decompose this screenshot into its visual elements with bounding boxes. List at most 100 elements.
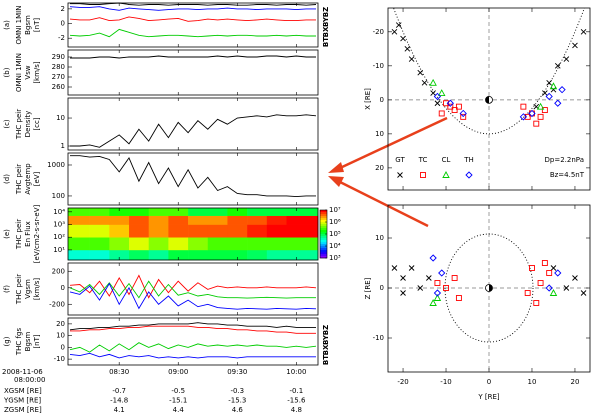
heatmap-cell	[68, 215, 90, 225]
y-axis-label: THC fgs	[15, 328, 23, 357]
colorbar-segment	[320, 236, 327, 239]
colorbar-segment	[320, 256, 327, 259]
y-axis-label: [km/s]	[33, 61, 41, 84]
heatmap-cell	[148, 208, 169, 216]
y-tick-label: 10	[56, 114, 65, 122]
series-line	[69, 352, 316, 359]
heatmap-cell	[148, 237, 169, 251]
marker-diamond	[554, 99, 562, 107]
heatmap-cell	[266, 224, 287, 238]
heatmap-cell	[247, 215, 268, 225]
marker-x	[546, 80, 552, 86]
legend-label: CL	[442, 156, 451, 164]
colorbar-segment	[320, 214, 327, 217]
y-tick-label: 270	[52, 73, 65, 81]
x-tick-label: -10	[440, 378, 451, 386]
marker-diamond	[528, 109, 536, 118]
y-tick-label: 1000	[47, 161, 65, 169]
colorbar-segment	[320, 224, 327, 227]
colorbar-segment	[320, 230, 327, 233]
marker-x	[417, 69, 424, 76]
marker-x	[426, 275, 432, 281]
heatmap-cell	[247, 224, 268, 238]
legend-label: BY	[322, 334, 330, 345]
y-axis-label: Bgsm	[24, 331, 32, 351]
y-tick-label: 1	[61, 142, 65, 150]
heatmap-cell	[227, 249, 248, 261]
earth-night	[489, 284, 493, 292]
heatmap-cell	[168, 215, 189, 225]
marker-x	[408, 265, 415, 271]
marker-x	[580, 28, 587, 35]
heatmap-cell	[109, 237, 130, 251]
heatmap-cell	[286, 237, 307, 251]
heatmap-cell	[286, 208, 307, 216]
colorbar-segment	[320, 234, 327, 237]
heatmap-cell	[188, 215, 209, 225]
y-axis-label: THC peir	[15, 274, 23, 305]
colorbar-segment	[320, 232, 327, 235]
y-tick-label: -20	[373, 28, 384, 36]
series-line	[70, 155, 316, 198]
y-tick-label: 0	[61, 284, 65, 292]
heatmap-cell	[89, 215, 110, 225]
colorbar-segment	[320, 210, 327, 213]
heatmap-cell	[306, 224, 319, 238]
marker-diamond	[554, 269, 562, 277]
marker-triangle	[429, 299, 437, 306]
heatmap-cell	[129, 224, 150, 238]
marker-square	[447, 103, 454, 110]
series-line	[70, 2, 317, 6]
arrow	[339, 180, 429, 228]
x-axis-label: Y [RE]	[477, 393, 500, 401]
colorbar-tick-label: 10³	[329, 254, 341, 262]
marker-diamond	[545, 92, 553, 101]
heatmap-cell	[109, 208, 130, 216]
heatmap-cell	[129, 249, 150, 261]
panel-frame	[67, 262, 319, 316]
colorbar-segment	[320, 240, 327, 243]
heatmap-cell	[129, 237, 150, 251]
y-axis-label: [nT]	[33, 334, 41, 348]
ephemeris-value: 4.1	[114, 406, 125, 414]
heatmap-cell	[207, 237, 228, 251]
marker-square	[520, 103, 527, 110]
panel-frame	[67, 317, 319, 366]
x-tick-label: 20	[570, 378, 579, 386]
y-tick-label: 2	[61, 5, 65, 13]
heatmap-cell	[89, 208, 110, 216]
heatmap-cell	[168, 237, 189, 251]
heatmap-cell	[247, 208, 268, 216]
marker-triangle	[429, 78, 437, 86]
y-axis-label: Vsw	[24, 65, 32, 79]
y-tick-label: -10	[373, 334, 384, 342]
y-axis-label: [eV]	[33, 171, 41, 186]
marker-diamond	[433, 289, 442, 297]
marker-x	[580, 290, 587, 296]
marker-square	[529, 265, 535, 271]
marker-triangle	[442, 171, 450, 178]
x-tick-label: 09:00	[168, 368, 188, 376]
marker-x	[397, 172, 403, 178]
heatmap-cell	[188, 224, 209, 238]
arrow-head	[328, 162, 344, 173]
panel-frame	[67, 2, 319, 48]
series-line	[69, 322, 316, 331]
marker-triangle	[549, 82, 558, 90]
earth-night	[485, 96, 489, 104]
heatmap-cell	[68, 208, 90, 216]
heatmap-cell	[266, 215, 287, 225]
panel-frame	[67, 49, 319, 96]
marker-diamond	[438, 269, 446, 277]
y-tick-label: 10³	[53, 221, 65, 229]
marker-square	[533, 120, 540, 127]
marker-triangle	[549, 289, 558, 296]
annotation: Bz=4.5nT	[550, 171, 585, 179]
reference-circle	[444, 233, 534, 343]
heatmap-cell	[148, 224, 169, 238]
heatmap-cell	[129, 215, 150, 225]
ephemeris-value: 4.6	[232, 406, 244, 414]
heatmap-cell	[168, 208, 189, 216]
heatmap-cell	[109, 249, 130, 261]
marker-x	[395, 22, 402, 28]
